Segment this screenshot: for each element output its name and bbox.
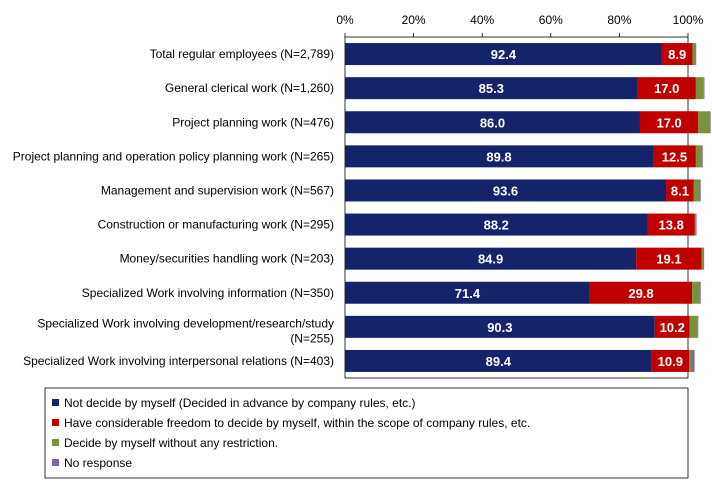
data-label: 12.5 <box>662 149 687 164</box>
bar-segment <box>345 111 640 134</box>
bar-segment <box>345 281 590 304</box>
bar-segment <box>637 77 696 100</box>
bar-segment <box>345 213 648 236</box>
legend-swatch <box>52 459 59 466</box>
bar-segment <box>589 281 693 304</box>
data-label: 89.4 <box>486 354 512 369</box>
bar-segment <box>636 247 702 270</box>
data-label: 10.2 <box>660 320 685 335</box>
x-tick-label: 100% <box>673 13 704 27</box>
category-label: Specialized Work involving interpersonal… <box>23 354 334 368</box>
bar-segment <box>694 213 696 236</box>
category-label: General clerical work (N=1,260) <box>165 81 334 95</box>
data-label: 86.0 <box>480 115 505 130</box>
bar-segment <box>689 349 692 372</box>
data-label: 29.8 <box>628 286 653 301</box>
category-label: Specialized Work involving development/r… <box>37 316 334 345</box>
bar-segment <box>702 145 703 168</box>
x-tick-label: 20% <box>402 13 426 27</box>
bar-segment <box>709 111 711 134</box>
bar-segment <box>693 179 701 202</box>
bar-segment <box>689 315 698 338</box>
bar-segment <box>695 213 697 236</box>
category-label: Total regular employees (N=2,789) <box>150 47 334 61</box>
category-label: Construction or manufacturing work (N=29… <box>98 218 334 232</box>
category-label: Specialized Work involving information (… <box>82 286 334 300</box>
category-label: Money/securities handling work (N=203) <box>120 252 334 266</box>
data-label: 85.3 <box>479 81 504 96</box>
legend-label: Not decide by myself (Decided in advance… <box>64 396 416 410</box>
bar-segment <box>700 179 701 202</box>
data-label: 89.8 <box>486 149 511 164</box>
bar-segment <box>654 315 690 338</box>
data-label: 71.4 <box>455 286 481 301</box>
bar-segment <box>345 315 655 338</box>
bar-segment <box>691 349 695 372</box>
bar-segment <box>695 145 703 168</box>
data-label: 93.6 <box>493 183 518 198</box>
bar-segment <box>651 349 690 372</box>
category-label: Management and supervision work (N=567) <box>101 183 334 197</box>
bar-segment <box>701 247 704 270</box>
category-label: Project planning work (N=476) <box>172 115 334 129</box>
bar-segment <box>703 77 705 100</box>
bar-segment <box>345 247 637 270</box>
legend-box <box>44 387 689 479</box>
bar-segment <box>698 111 710 134</box>
bar-segment <box>345 145 654 168</box>
bar-segment <box>695 43 697 66</box>
data-label: 84.9 <box>478 252 503 267</box>
x-tick-label: 40% <box>470 13 494 27</box>
bar-segment <box>345 179 667 202</box>
bar-segment <box>345 77 638 100</box>
bar-segment <box>703 247 705 270</box>
data-label: 13.8 <box>659 218 684 233</box>
bar-segment <box>700 281 701 304</box>
bar-segment <box>345 349 652 372</box>
bar-segment <box>639 111 699 134</box>
data-label: 92.4 <box>491 47 517 62</box>
data-label: 88.2 <box>484 218 509 233</box>
bar-segment <box>692 281 701 304</box>
x-tick-label: 0% <box>336 13 354 27</box>
legend-label: Decide by myself without any restriction… <box>64 436 278 450</box>
bar-segment <box>692 43 696 66</box>
x-tick-label: 60% <box>539 13 563 27</box>
bar-segment <box>697 315 699 338</box>
bar-segment <box>661 43 693 66</box>
data-label: 8.9 <box>668 47 686 62</box>
category-label: Project planning and operation policy pl… <box>13 149 334 163</box>
plot-frame <box>344 36 689 379</box>
data-label: 8.1 <box>671 183 689 198</box>
legend-swatch <box>52 439 59 446</box>
bar-segment <box>345 43 662 66</box>
legend-label: Have considerable freedom to decide by m… <box>64 416 530 430</box>
bar-segment <box>695 77 704 100</box>
data-label: 17.0 <box>654 81 679 96</box>
data-label: 19.1 <box>656 252 681 267</box>
data-label: 90.3 <box>487 320 512 335</box>
x-tick-label: 80% <box>607 13 631 27</box>
data-label: 17.0 <box>656 115 681 130</box>
legend-label: No response <box>64 456 132 470</box>
bar-segment <box>666 179 694 202</box>
legend-swatch <box>52 419 59 426</box>
bar-segment <box>653 145 696 168</box>
bar-segment <box>647 213 695 236</box>
legend-swatch <box>52 399 59 406</box>
data-label: 10.9 <box>658 354 683 369</box>
